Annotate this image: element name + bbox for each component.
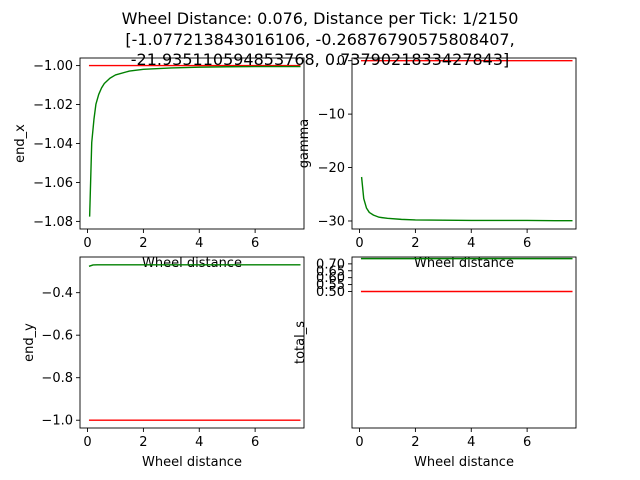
title-line-3: -21.935110594853768, 0.7379021833427843] — [131, 50, 509, 69]
gamma-x-tick-label: 0 — [355, 236, 363, 251]
total_s-x-tick-label: 4 — [467, 435, 475, 450]
subplot-total_s: 0 2 4 6 0.500.550.600.650.70 Wheel distance to… — [293, 256, 577, 470]
end_x-x-tick-label: 0 — [83, 236, 91, 251]
gamma-y-tick-label: 0 — [337, 54, 345, 69]
end_x-y-tick-label: −1.00 — [33, 59, 73, 74]
end_y-series-green-line — [88, 264, 301, 267]
end_y-y-tick-label: −0.8 — [41, 371, 73, 386]
end_y-y-tick-label: −0.6 — [41, 329, 73, 344]
end_y-x-axis-label: Wheel distance — [142, 455, 242, 470]
gamma-y-tick-label: −30 — [318, 214, 345, 229]
total_s-axes-frame — [351, 256, 577, 429]
end_x-y-tick-label: −1.02 — [33, 98, 73, 113]
end_x-x-axis-label: Wheel distance — [142, 256, 242, 271]
end_x-y-tick-label: −1.04 — [33, 137, 73, 152]
subplot-gamma: 0 2 4 6 −30 −20 −10 0 Wheel distance gamma — [297, 54, 577, 271]
end_x-x-tick-label: 2 — [139, 236, 147, 251]
end_x-y-axis-label: end_x — [13, 124, 28, 163]
end_x-y-tick-label: −1.08 — [33, 215, 73, 230]
total_s-x-tick-label: 0 — [355, 435, 363, 450]
total_s-x-tick-label: 6 — [523, 435, 531, 450]
figure-title: Wheel Distance: 0.076, Distance per Tick… — [122, 9, 519, 69]
total_s-y-tick-label: 0.65 — [316, 264, 345, 279]
title-line-2: [-1.077213843016106, -0.2687679057580840… — [125, 30, 514, 49]
subplot-end_x: 0 2 4 6 −1.08 −1.06 −1.04 −1.02 −1.00 Wheel dista… — [13, 57, 305, 271]
total_s-y-axis-label: total_s — [293, 321, 308, 364]
gamma-x-tick-label: 4 — [467, 236, 475, 251]
gamma-y-axis-label: gamma — [297, 119, 312, 169]
gamma-axes-frame — [351, 57, 577, 230]
end_y-x-tick-label: 0 — [83, 435, 91, 450]
end_y-x-tick-label: 2 — [139, 435, 147, 450]
gamma-y-tick-label: −10 — [318, 108, 345, 123]
end_x-y-tick-label: −1.06 — [33, 176, 73, 191]
gamma-x-tick-label: 2 — [411, 236, 419, 251]
total_s-y-tick-label: 0.55 — [316, 278, 345, 293]
total_s-y-tick-label: 0.60 — [316, 271, 345, 286]
end_x-x-tick-label: 6 — [251, 236, 259, 251]
gamma-y-tick-label: −20 — [318, 161, 345, 176]
end_y-axes-frame — [79, 256, 305, 429]
end_y-x-tick-label: 6 — [251, 435, 259, 450]
total_s-x-axis-label: Wheel distance — [414, 455, 514, 470]
end_x-series-green-line — [88, 65, 301, 217]
title-line-1: Wheel Distance: 0.076, Distance per Tick… — [122, 9, 519, 28]
end_x-x-tick-label: 4 — [195, 236, 203, 251]
total_s-x-tick-label: 2 — [411, 435, 419, 450]
gamma-x-tick-label: 6 — [523, 236, 531, 251]
total_s-y-tick-label: 0.50 — [316, 285, 345, 300]
end_x-axes-frame — [79, 57, 305, 230]
end_y-x-tick-label: 4 — [195, 435, 203, 450]
gamma-series-green-line — [360, 176, 573, 222]
end_y-y-tick-label: −0.4 — [41, 286, 73, 301]
end_y-y-axis-label: end_y — [22, 323, 37, 362]
gamma-x-axis-label: Wheel distance — [414, 256, 514, 271]
end_y-y-tick-label: −1.0 — [41, 414, 73, 429]
total_s-y-tick-label: 0.70 — [316, 257, 345, 272]
subplot-end_y: 0 2 4 6 −1.0 −0.8 −0.6 −0.4 Wheel distance end_y — [22, 256, 305, 470]
